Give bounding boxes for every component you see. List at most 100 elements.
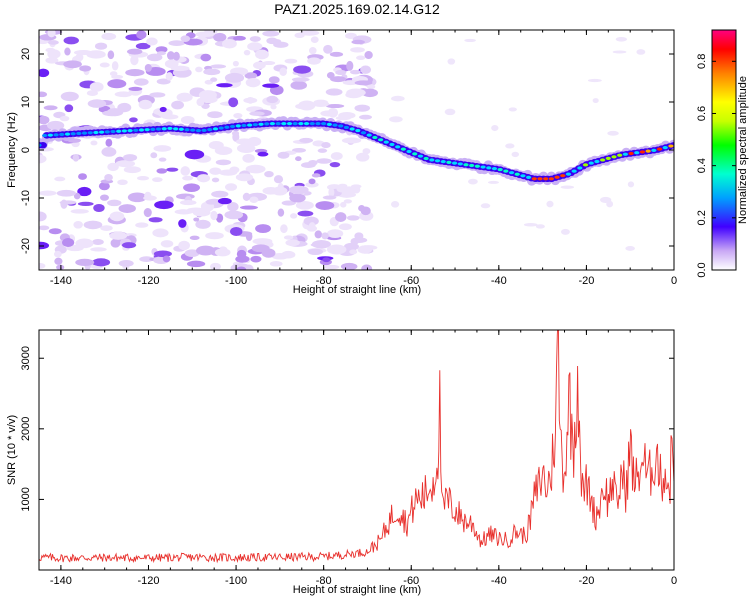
noise-blob xyxy=(127,192,147,203)
ridge-core xyxy=(588,161,594,165)
noise-blob xyxy=(56,189,77,197)
noise-blob xyxy=(444,108,456,116)
noise-blob xyxy=(323,264,340,270)
ridge-core xyxy=(178,127,184,131)
noise-blob xyxy=(160,240,174,248)
noise-blob xyxy=(111,61,119,71)
ridge-core xyxy=(377,138,384,142)
noise-blob xyxy=(224,210,244,220)
noise-blob xyxy=(338,112,356,119)
noise-blob xyxy=(221,39,237,49)
noise-blob xyxy=(214,146,233,156)
noise-blob xyxy=(235,255,250,263)
noise-blob xyxy=(328,187,335,198)
colorbar-label: Normalized spectral amplitude xyxy=(737,76,749,224)
noise-blob xyxy=(487,180,500,184)
ridge-core xyxy=(116,129,122,133)
noise-blob xyxy=(39,211,47,222)
noise-blob xyxy=(153,250,172,258)
noise-blob xyxy=(335,212,347,222)
ridge-core xyxy=(281,122,287,126)
noise-blob xyxy=(63,60,82,69)
ridge-core xyxy=(99,130,105,134)
noise-blob xyxy=(464,38,476,43)
noise-blob xyxy=(193,217,200,222)
noise-blob xyxy=(247,42,263,51)
snr-x-tick-label: 0 xyxy=(671,575,677,587)
ridge-core xyxy=(190,128,196,132)
noise-blob xyxy=(323,44,333,54)
noise-blob xyxy=(100,194,109,201)
noise-blob xyxy=(340,262,358,270)
ridge-core xyxy=(474,164,480,168)
noise-blob xyxy=(447,58,456,65)
noise-blob xyxy=(39,241,50,250)
noise-blob xyxy=(295,156,302,162)
noise-blob xyxy=(242,153,255,163)
snr-y-tick-label: 1000 xyxy=(20,487,32,511)
noise-blob xyxy=(280,224,288,234)
snr-axes-frame xyxy=(38,329,675,571)
noise-blob xyxy=(64,104,74,113)
noise-blob xyxy=(200,53,212,62)
ridge-core xyxy=(47,133,53,137)
noise-blob xyxy=(468,178,478,185)
ridge-core xyxy=(201,128,207,132)
noise-blob xyxy=(330,76,347,83)
noise-blob xyxy=(118,204,136,213)
ridge-core xyxy=(275,122,281,126)
ridge-core xyxy=(298,122,304,126)
ridge-core xyxy=(133,128,139,132)
noise-blob xyxy=(505,143,515,149)
figure-title: PAZ1.2025.169.02.14.G12 xyxy=(274,1,440,17)
noise-blob xyxy=(135,42,151,50)
noise-blob xyxy=(156,78,171,85)
noise-blob xyxy=(233,35,246,41)
ridge-core xyxy=(338,124,344,128)
spectrogram-x-axis-label: Height of straight line (km) xyxy=(293,284,421,296)
noise-blob xyxy=(59,115,70,122)
ridge-core xyxy=(212,127,219,131)
noise-blob xyxy=(346,215,360,221)
noise-blob xyxy=(352,185,361,194)
noise-blob xyxy=(137,175,149,181)
noise-blob xyxy=(281,250,296,259)
noise-blob xyxy=(47,30,56,38)
noise-blob xyxy=(168,40,186,46)
spectrogram-y-tick-label: 10 xyxy=(20,96,32,108)
noise-blob xyxy=(135,222,149,228)
noise-blob xyxy=(244,72,258,79)
ridge-core xyxy=(144,128,150,132)
noise-blob xyxy=(356,55,366,61)
spectrogram-y-tick-label: -20 xyxy=(20,238,32,254)
ridge-core xyxy=(321,122,327,126)
ridge-core xyxy=(565,172,572,176)
noise-blob xyxy=(91,258,111,267)
noise-blob xyxy=(210,77,218,82)
ridge-core xyxy=(241,123,247,128)
noise-blob xyxy=(196,245,216,256)
ridge-core xyxy=(497,167,503,172)
noise-blob xyxy=(83,220,103,230)
noise-blob xyxy=(354,104,371,112)
noise-blob xyxy=(346,60,354,71)
noise-blob xyxy=(346,88,366,97)
noise-blob xyxy=(315,201,335,210)
noise-blob xyxy=(325,103,345,109)
noise-blob xyxy=(560,228,570,235)
noise-blob xyxy=(277,151,290,159)
ridge-core xyxy=(155,127,162,131)
ridge-core xyxy=(412,152,418,156)
noise-blob xyxy=(389,116,403,123)
ridge-core xyxy=(326,122,332,126)
noise-blob xyxy=(72,154,80,162)
ridge-core xyxy=(434,159,441,163)
ridge-core xyxy=(76,131,82,136)
ridge-core xyxy=(127,129,133,133)
noise-blob xyxy=(184,149,205,160)
noise-blob xyxy=(273,175,284,184)
noise-blob xyxy=(198,90,217,100)
noise-blob xyxy=(289,193,306,203)
noise-blob xyxy=(93,203,105,213)
noise-blob xyxy=(210,210,218,221)
